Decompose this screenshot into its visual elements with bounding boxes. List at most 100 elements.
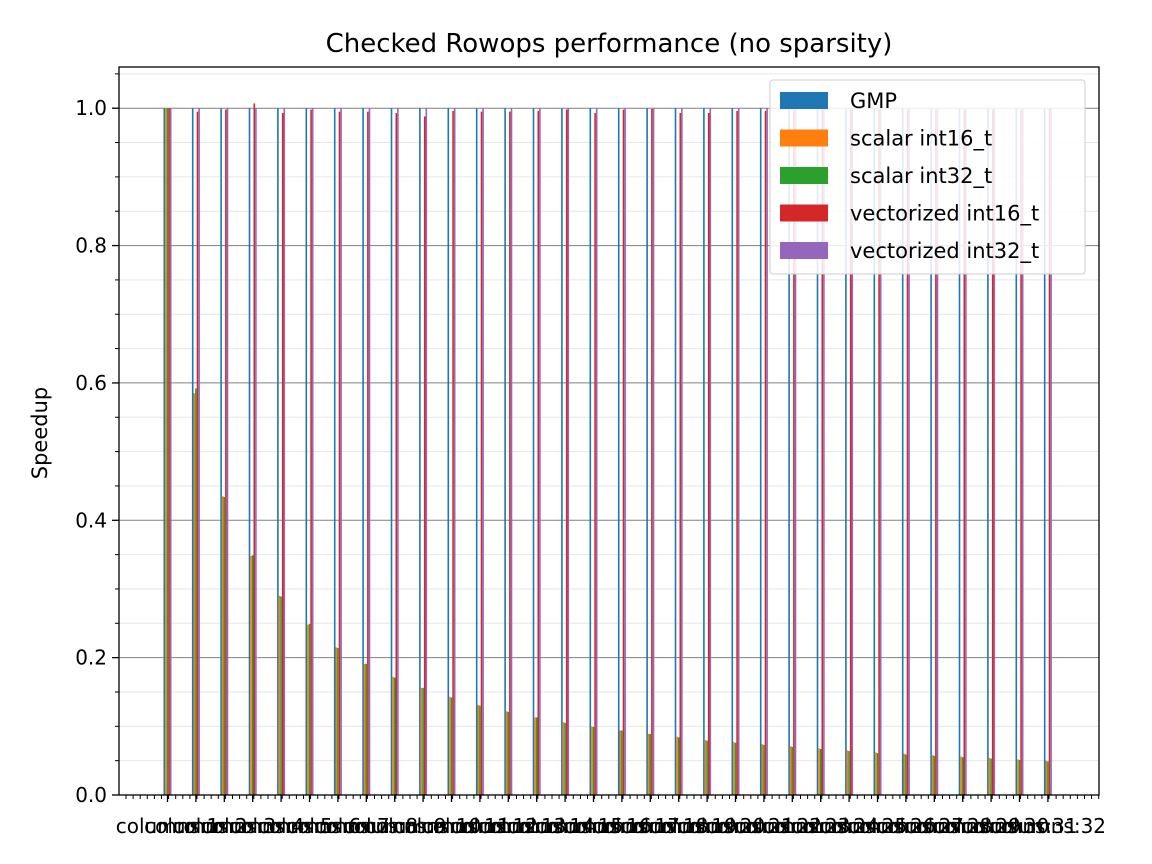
bar-scalar-int32-t-9 (393, 677, 396, 795)
bar-gmp-20 (703, 108, 705, 795)
x-tick-label: columns:7 (286, 814, 390, 838)
x-tick-label: columns:3 (173, 814, 277, 838)
bar-gmp-22 (759, 108, 762, 795)
bar-vectorized-int16-t-3 (225, 109, 227, 795)
legend-swatch (780, 92, 828, 109)
bar-gmp-4 (248, 108, 251, 795)
bar-scalar-int32-t-32 (1047, 761, 1049, 795)
bar-vectorized-int16-t-29 (963, 109, 966, 795)
bar-vectorized-int16-t-21 (736, 110, 738, 795)
bar-scalar-int16-t-14 (534, 717, 536, 795)
y-axis: 0.0 0.2 0.4 0.6 0.8 1.0 (75, 73, 119, 807)
bar-scalar-int32-t-13 (507, 711, 510, 795)
legend-swatch (780, 204, 828, 222)
x-tick-label: columns:1 (116, 814, 220, 838)
bar-scalar-int32-t-31 (1018, 759, 1021, 795)
bar-scalar-int16-t-30 (988, 757, 991, 795)
legend-label: scalar int16_t (850, 127, 992, 152)
bar-gmp-24 (816, 108, 819, 795)
bar-vectorized-int16-t-22 (764, 110, 767, 795)
bar-gmp-17 (617, 108, 620, 795)
bar-vectorized-int32-t-18 (652, 108, 655, 795)
bar-scalar-int16-t-3 (221, 496, 224, 795)
bar-vectorized-int32-t-24 (823, 108, 825, 795)
x-tick-label: columns:30 (933, 814, 1049, 838)
bar-scalar-int32-t-3 (223, 496, 226, 795)
bar-vectorized-int32-t-29 (965, 108, 967, 795)
bar-scalar-int16-t-28 (931, 755, 934, 795)
bar-gmp-32 (1043, 108, 1046, 795)
bar-gmp-2 (191, 108, 194, 795)
bar-vectorized-int32-t-7 (340, 108, 342, 795)
bar-scalar-int32-t-8 (365, 663, 368, 795)
bar-vectorized-int16-t-24 (821, 108, 824, 795)
bar-vectorized-int32-t-1 (169, 108, 172, 795)
bar-scalar-int32-t-16 (592, 727, 595, 795)
bar-vectorized-int16-t-10 (423, 116, 426, 795)
bar-scalar-int32-t-30 (990, 758, 992, 795)
x-tick-label: columns:31 (961, 814, 1077, 838)
bar-scalar-int16-t-21 (733, 742, 735, 795)
legend-label: vectorized int32_t (850, 239, 1039, 264)
bar-vectorized-int16-t-31 (1020, 109, 1022, 795)
bar-vectorized-int16-t-8 (367, 111, 369, 795)
x-tick-label: columns:5 (229, 814, 333, 838)
bar-scalar-int16-t-15 (562, 722, 565, 795)
bar-scalar-int16-t-22 (761, 744, 764, 795)
bar-vectorized-int16-t-15 (565, 109, 568, 795)
bar-scalar-int32-t-14 (535, 717, 538, 795)
x-tick-label: columns:23 (734, 814, 850, 838)
bar-scalar-int16-t-6 (307, 624, 309, 795)
bar-vectorized-int32-t-17 (624, 108, 626, 795)
bar-gmp-27 (901, 108, 904, 795)
x-tick-label: columns:11 (393, 814, 509, 838)
bar-vectorized-int16-t-23 (793, 109, 795, 795)
legend-label: GMP (850, 89, 897, 113)
bar-gmp-25 (845, 108, 847, 795)
bar-scalar-int32-t-26 (876, 753, 879, 795)
bar-vectorized-int32-t-32 (1050, 108, 1052, 795)
bar-vectorized-int16-t-4 (253, 103, 256, 795)
bar-vectorized-int32-t-28 (936, 108, 939, 795)
bar-scalar-int16-t-12 (477, 705, 480, 795)
y-tick-label: 0.2 (75, 646, 107, 670)
bar-scalar-int32-t-27 (905, 754, 907, 795)
y-tick-label: 0.6 (75, 371, 107, 395)
bar-vectorized-int32-t-8 (368, 108, 371, 795)
bar-vectorized-int32-t-25 (851, 108, 854, 795)
x-tick-label: columns:10 (365, 814, 481, 838)
x-tick-label: columns:17 (564, 814, 680, 838)
bar-scalar-int16-t-9 (392, 676, 394, 795)
bar-gmp-1 (163, 108, 166, 795)
bar-scalar-int32-t-22 (763, 744, 765, 795)
bar-gmp-15 (561, 108, 563, 795)
bar-scalar-int16-t-18 (647, 733, 650, 795)
bar-scalar-int32-t-12 (479, 705, 481, 795)
bar-scalar-int32-t-19 (677, 737, 680, 795)
bar-vectorized-int16-t-5 (281, 113, 284, 795)
bar-vectorized-int32-t-19 (681, 108, 683, 795)
bar-vectorized-int32-t-15 (567, 108, 570, 795)
bar-scalar-int32-t-6 (308, 623, 311, 795)
x-tick-label: columns:29 (905, 814, 1021, 838)
bar-scalar-int32-t-24 (819, 748, 822, 795)
bar-scalar-int32-t-4 (251, 555, 254, 795)
x-tick-label: columns:14 (479, 814, 595, 838)
legend-swatch (780, 242, 828, 259)
x-tick-label: columns:8 (315, 814, 419, 838)
bar-vectorized-int32-t-10 (425, 108, 428, 795)
bar-gmp-5 (277, 108, 279, 795)
bar-vectorized-int16-t-11 (452, 110, 454, 795)
bar-scalar-int16-t-11 (449, 696, 451, 795)
bar-gmp-8 (362, 108, 364, 795)
bar-vectorized-int32-t-26 (879, 108, 882, 795)
legend-box (769, 79, 1086, 275)
bar-vectorized-int16-t-1 (168, 108, 170, 795)
bar-scalar-int32-t-11 (450, 697, 453, 795)
x-tick-label: columns:24 (763, 814, 879, 838)
bar-scalar-int16-t-16 (591, 726, 593, 795)
bar-gmp-3 (220, 108, 222, 795)
bar-vectorized-int32-t-22 (766, 108, 768, 795)
bar-gmp-16 (589, 108, 592, 795)
bar-vectorized-int16-t-2 (196, 111, 199, 795)
